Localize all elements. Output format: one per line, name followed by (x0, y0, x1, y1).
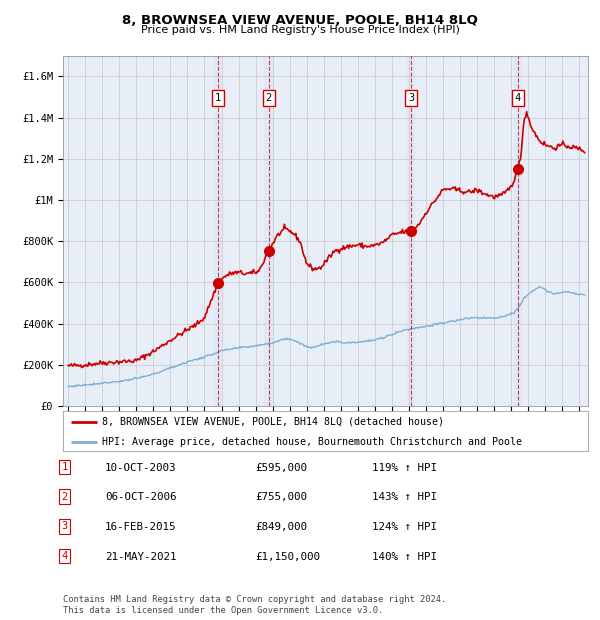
Text: 140% ↑ HPI: 140% ↑ HPI (372, 552, 437, 562)
Text: 3: 3 (408, 93, 414, 103)
Text: 1: 1 (62, 462, 68, 472)
Bar (265, 56, 273, 406)
Text: 2: 2 (265, 93, 272, 103)
Text: 8, BROWNSEA VIEW AVENUE, POOLE, BH14 8LQ (detached house): 8, BROWNSEA VIEW AVENUE, POOLE, BH14 8LQ… (103, 417, 445, 427)
Text: £1,150,000: £1,150,000 (255, 552, 320, 562)
Text: 16-FEB-2015: 16-FEB-2015 (105, 522, 176, 532)
Text: 21-MAY-2021: 21-MAY-2021 (105, 552, 176, 562)
Text: Contains HM Land Registry data © Crown copyright and database right 2024.: Contains HM Land Registry data © Crown c… (63, 595, 446, 604)
Text: 8, BROWNSEA VIEW AVENUE, POOLE, BH14 8LQ: 8, BROWNSEA VIEW AVENUE, POOLE, BH14 8LQ (122, 14, 478, 27)
Text: £595,000: £595,000 (255, 463, 307, 472)
Text: HPI: Average price, detached house, Bournemouth Christchurch and Poole: HPI: Average price, detached house, Bour… (103, 436, 523, 446)
Bar (214, 56, 222, 406)
Text: Price paid vs. HM Land Registry's House Price Index (HPI): Price paid vs. HM Land Registry's House … (140, 25, 460, 35)
Text: 4: 4 (62, 551, 68, 561)
Text: This data is licensed under the Open Government Licence v3.0.: This data is licensed under the Open Gov… (63, 606, 383, 616)
Text: £849,000: £849,000 (255, 522, 307, 532)
Text: 1: 1 (215, 93, 221, 103)
Text: £755,000: £755,000 (255, 492, 307, 502)
Text: 3: 3 (62, 521, 68, 531)
Bar (407, 56, 415, 406)
Bar (514, 56, 522, 406)
Text: 124% ↑ HPI: 124% ↑ HPI (372, 522, 437, 532)
Text: 06-OCT-2006: 06-OCT-2006 (105, 492, 176, 502)
Text: 2: 2 (62, 492, 68, 502)
Text: 119% ↑ HPI: 119% ↑ HPI (372, 463, 437, 472)
Text: 4: 4 (515, 93, 521, 103)
Text: 10-OCT-2003: 10-OCT-2003 (105, 463, 176, 472)
Text: 143% ↑ HPI: 143% ↑ HPI (372, 492, 437, 502)
